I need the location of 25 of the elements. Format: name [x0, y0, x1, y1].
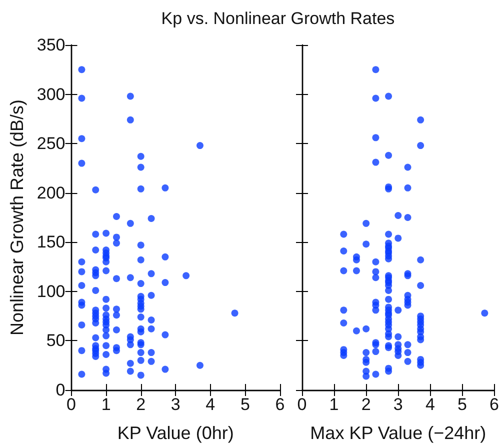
x-tick-label: 6: [275, 395, 285, 414]
y-tick-label: 0: [56, 380, 66, 400]
x-tick-label: 4: [425, 395, 435, 414]
x-tick-label: 4: [206, 395, 216, 414]
x-tick-label: 3: [393, 395, 403, 414]
x-tick-label: 5: [240, 395, 250, 414]
y-tick-label: 100: [36, 282, 66, 301]
y-tick-label: 350: [36, 36, 66, 54]
x-axis-title: Max KP Value (−24hr): [310, 423, 486, 443]
x-tick-label: 6: [490, 395, 500, 414]
chart-title: Kp vs. Nonlinear Growth Rates: [160, 9, 396, 29]
x-tick-label: 2: [136, 395, 146, 414]
y-tick-label: 200: [36, 183, 66, 202]
y-tick-label: 300: [36, 84, 66, 104]
x-axis-title: KP Value (0hr): [117, 423, 234, 443]
x-tick-label: 2: [361, 395, 371, 414]
x-tick-label: 5: [457, 395, 467, 414]
y-tick-label: 250: [36, 134, 66, 154]
x-tick-label: 3: [170, 395, 180, 414]
y-tick-label: 150: [36, 232, 66, 252]
y-axis-title: Nonlinear Growth Rate (dB/s): [7, 99, 27, 336]
x-tick-label: 1: [329, 395, 339, 414]
y-tick-label: 50: [46, 331, 66, 350]
x-tick-label: 0: [297, 395, 307, 414]
x-tick-label: 1: [101, 395, 111, 414]
